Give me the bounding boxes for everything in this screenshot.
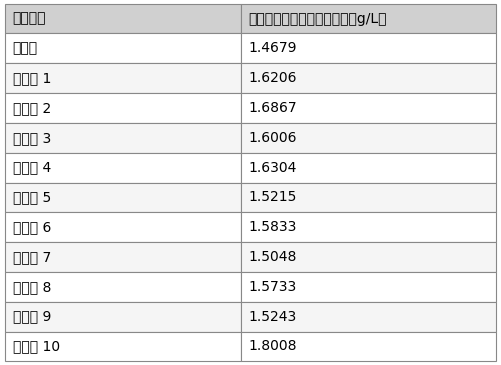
Text: 实施例 6: 实施例 6	[13, 220, 51, 234]
Bar	[240, 212, 496, 242]
Bar	[5, 331, 240, 361]
Text: 实施例 3: 实施例 3	[13, 131, 51, 145]
Text: 1.8008: 1.8008	[248, 339, 297, 353]
Bar	[5, 63, 240, 93]
Text: 实施例 8: 实施例 8	[13, 280, 51, 294]
Text: 实施例 4: 实施例 4	[13, 161, 51, 174]
Text: 1.5243: 1.5243	[248, 310, 297, 324]
Text: 实施例 5: 实施例 5	[13, 191, 51, 204]
Text: 1.6006: 1.6006	[248, 131, 297, 145]
Bar	[5, 153, 240, 182]
Bar	[240, 123, 496, 153]
Bar	[240, 272, 496, 302]
Bar	[240, 153, 496, 182]
Bar	[5, 212, 240, 242]
Bar	[5, 182, 240, 212]
Bar	[240, 34, 496, 63]
Text: 1.4679: 1.4679	[248, 41, 297, 55]
Text: 1.6206: 1.6206	[248, 71, 297, 85]
Text: 实施例 2: 实施例 2	[13, 101, 51, 115]
Text: 1.5833: 1.5833	[248, 220, 297, 234]
Text: 处理方式: 处理方式	[13, 12, 46, 26]
Text: 1.5048: 1.5048	[248, 250, 297, 264]
Bar	[240, 93, 496, 123]
Bar	[5, 302, 240, 331]
Bar	[5, 34, 240, 63]
Bar	[5, 272, 240, 302]
Bar	[5, 123, 240, 153]
Text: 实施例 7: 实施例 7	[13, 250, 51, 264]
Text: 1.5733: 1.5733	[248, 280, 297, 294]
Bar	[240, 63, 496, 93]
Bar	[5, 93, 240, 123]
Text: 1.5215: 1.5215	[248, 191, 297, 204]
Text: 1.6867: 1.6867	[248, 101, 297, 115]
Text: 1.6304: 1.6304	[248, 161, 297, 174]
Bar	[240, 4, 496, 34]
Bar	[5, 242, 240, 272]
Text: 实施例 9: 实施例 9	[13, 310, 51, 324]
Bar	[240, 182, 496, 212]
Text: 实施例 1: 实施例 1	[13, 71, 51, 85]
Text: 桑黄菌菌丝体胞内多糖含量（g/L）: 桑黄菌菌丝体胞内多糖含量（g/L）	[248, 12, 387, 26]
Text: 实施例 10: 实施例 10	[13, 339, 60, 353]
Bar	[240, 331, 496, 361]
Bar	[240, 242, 496, 272]
Text: 对照例: 对照例	[13, 41, 38, 55]
Bar	[5, 4, 240, 34]
Bar	[240, 302, 496, 331]
